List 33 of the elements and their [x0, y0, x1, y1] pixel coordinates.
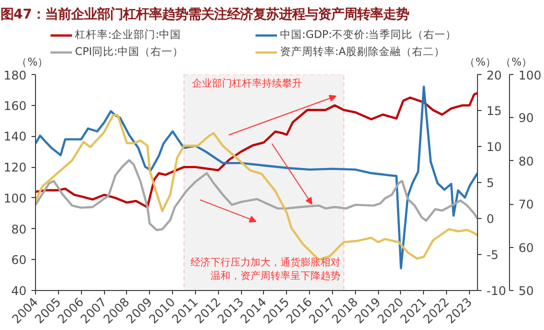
y-tick-label: 160: [4, 98, 26, 113]
line-series: [36, 159, 478, 232]
y-tick-label: 60: [11, 253, 27, 268]
chart-title: 图47：当前企业部门杠杆率趋势需关注经济复苏进程与资产周转率走势: [0, 6, 410, 22]
y2-tick-label: 5: [486, 176, 494, 190]
y3-tick-label: 80: [518, 154, 534, 168]
y2-axis-title: （%）: [464, 56, 497, 68]
y3-tick-label: 70: [518, 198, 534, 212]
y2-tick-label: 20: [486, 68, 502, 82]
legend-label: 中国:GDP:不变价:当季同比（右一）: [280, 28, 457, 42]
y2-tick-label: -5: [486, 248, 498, 262]
annotation: 企业部门杠杆率持续攀升: [192, 78, 302, 90]
legend-label: 杠杆率:企业部门:中国: [75, 28, 182, 42]
y-axis-title: （%）: [16, 56, 49, 68]
y2-tick-label: 0: [486, 212, 494, 226]
y-tick-label: 80: [11, 222, 27, 236]
y-tick-label: 180: [4, 68, 26, 82]
y-tick-label: 120: [4, 160, 26, 175]
line-series: [36, 92, 478, 208]
y-tick-label: 100: [4, 191, 26, 206]
y3-tick-label: 50: [518, 284, 534, 298]
y3-tick-label: 100: [518, 68, 542, 82]
y2-tick-label: 15: [486, 104, 502, 118]
y3-tick-label: 60: [518, 240, 534, 255]
y2-tick-label: 10: [486, 140, 502, 154]
y3-axis-title: （%）: [500, 56, 533, 68]
y3-tick-label: 90: [518, 111, 534, 126]
annotation: 经济下行压力加大，通货膨胀相对温和，资产周转率呈下降趋势: [190, 256, 341, 282]
y2-tick-label: -10: [486, 284, 506, 298]
y-tick-label: 40: [11, 284, 27, 298]
legend-label: CPI同比:中国（右一）: [75, 45, 184, 59]
y-tick-label: 140: [4, 130, 26, 144]
legend-label: 资产周转率:A股剔除金融（右二）: [280, 45, 445, 59]
